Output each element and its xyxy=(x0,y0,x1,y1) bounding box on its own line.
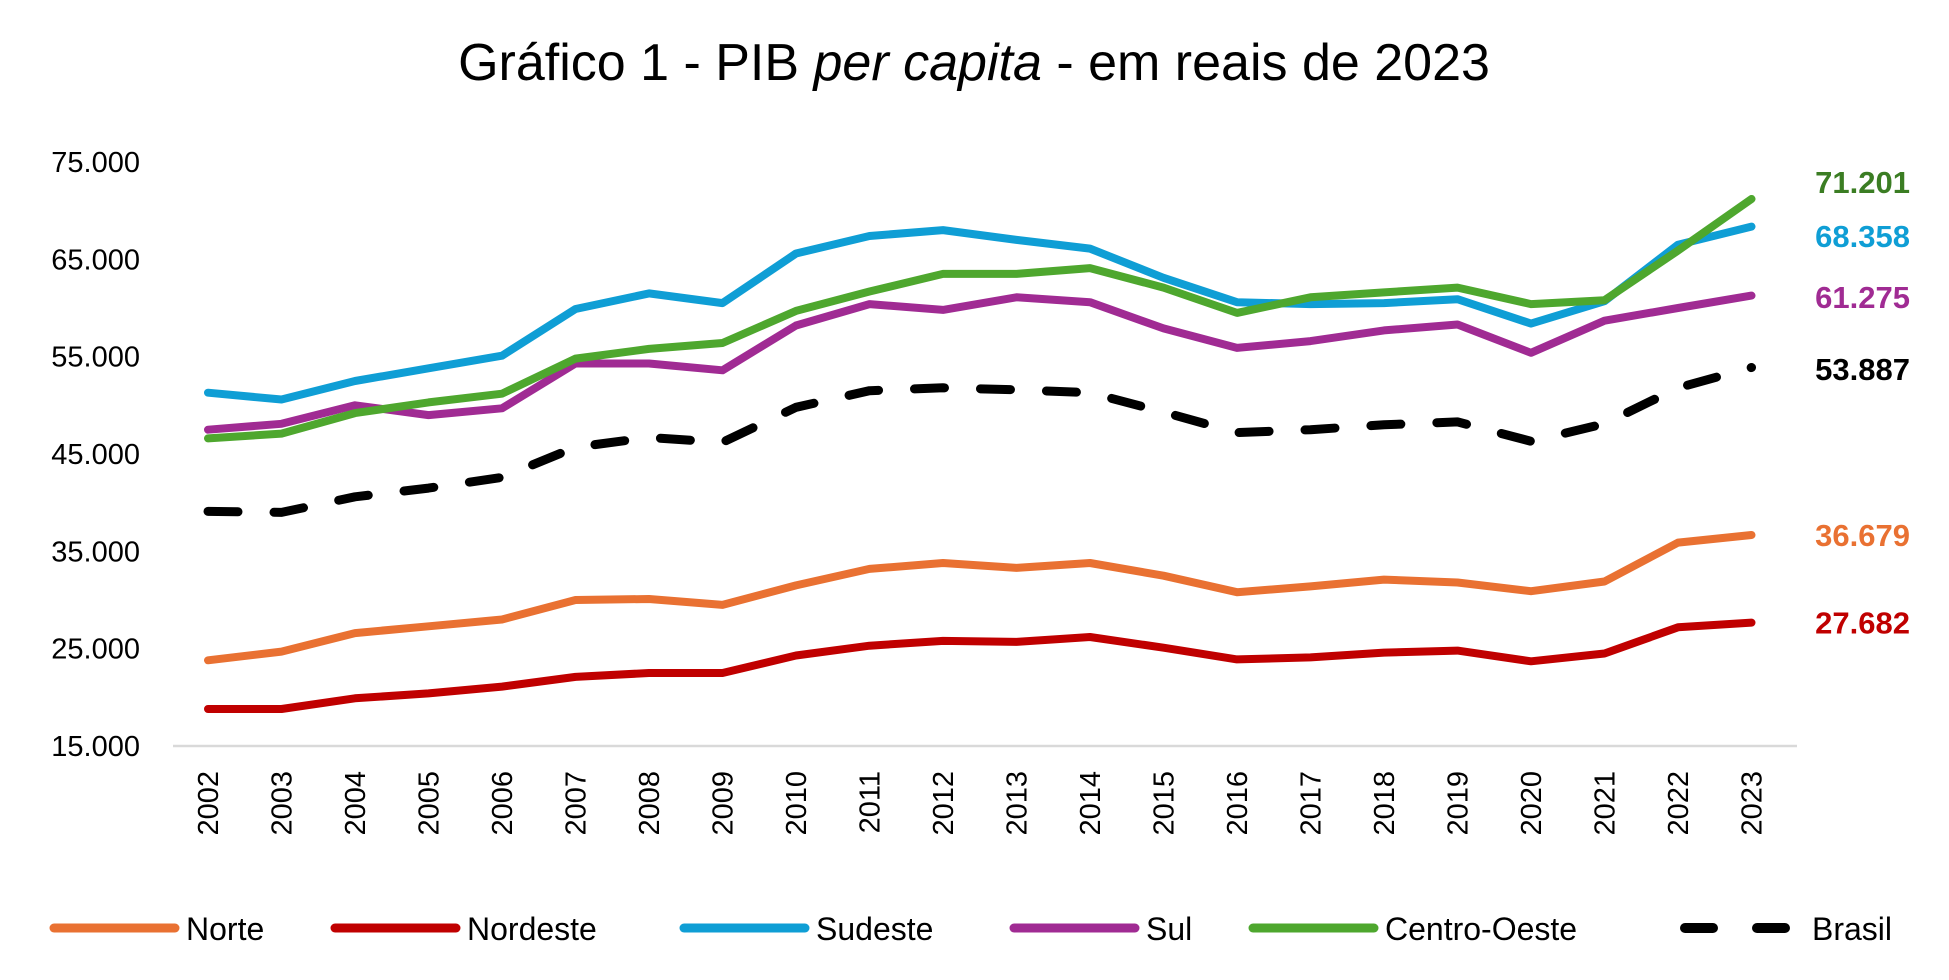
legend-item-centro-oeste[interactable]: Centro-Oeste xyxy=(1248,911,1577,947)
series-line-brasil xyxy=(203,363,1756,517)
legend-label: Nordeste xyxy=(467,911,597,947)
data-label: 68.358 xyxy=(1815,219,1910,254)
x-tick-label: 2023 xyxy=(1737,771,1769,836)
legend-item-nordeste[interactable]: Nordeste xyxy=(330,911,597,947)
chart-title-part: per capita xyxy=(812,34,1042,92)
y-tick-label: 75.000 xyxy=(51,147,140,179)
legend-label: Sul xyxy=(1146,911,1192,947)
x-tick-label: 2014 xyxy=(1075,771,1107,836)
x-tick-label: 2022 xyxy=(1663,771,1695,836)
x-tick-label: 2016 xyxy=(1222,771,1254,836)
x-axis: 2002 2003 2004 2005 2006 2007 2008 2009 2010 2011… xyxy=(193,771,1769,836)
y-tick-label: 55.000 xyxy=(51,342,140,374)
x-tick-label: 2019 xyxy=(1443,771,1475,836)
legend-item-norte[interactable]: Norte xyxy=(49,911,264,947)
y-tick-label: 65.000 xyxy=(51,244,140,276)
x-tick-label: 2008 xyxy=(634,771,666,836)
x-tick-label: 2006 xyxy=(487,771,519,836)
y-axis: 15.000 25.000 35.000 45.000 55.000 65.000 75.0… xyxy=(51,147,140,763)
x-tick-label: 2018 xyxy=(1369,771,1401,836)
x-tick-label: 2005 xyxy=(414,771,446,836)
data-label: 53.887 xyxy=(1815,352,1910,387)
x-tick-label: 2011 xyxy=(855,771,887,833)
x-tick-label: 2009 xyxy=(708,771,740,836)
y-tick-label: 25.000 xyxy=(51,634,140,666)
series-line-sul xyxy=(204,291,1756,434)
x-tick-label: 2010 xyxy=(781,771,813,836)
legend-item-brasil[interactable]: Brasil xyxy=(1680,911,1892,947)
x-tick-label: 2007 xyxy=(561,771,593,836)
legend-label: Brasil xyxy=(1812,911,1892,947)
chart-title-part: Gráfico 1 - PIB xyxy=(458,34,813,92)
x-tick-label: 2012 xyxy=(928,771,960,836)
y-tick-label: 45.000 xyxy=(51,439,140,471)
series-line-nordeste xyxy=(204,618,1756,713)
y-tick-label: 35.000 xyxy=(51,536,140,568)
data-label: 71.201 xyxy=(1815,165,1910,200)
data-label: 27.682 xyxy=(1815,606,1910,641)
x-tick-label: 2002 xyxy=(193,771,225,836)
legend: Norte Nordeste Sudeste Sul Centro-Oeste Brasi… xyxy=(49,911,1892,947)
x-tick-label: 2004 xyxy=(340,771,372,836)
legend-label: Norte xyxy=(186,911,264,947)
data-label: 36.679 xyxy=(1815,518,1910,553)
series-lines xyxy=(203,195,1756,713)
series-line-centro-oeste xyxy=(204,195,1756,443)
series-line-sudeste xyxy=(204,222,1756,404)
legend-item-sudeste[interactable]: Sudeste xyxy=(679,911,933,947)
x-tick-label: 2013 xyxy=(1002,771,1034,836)
x-tick-label: 2020 xyxy=(1516,771,1548,836)
legend-label: Centro-Oeste xyxy=(1385,911,1577,947)
legend-item-sul[interactable]: Sul xyxy=(1009,911,1192,947)
end-labels: 36.679 27.682 68.358 61.275 71.201 53.887 xyxy=(1815,165,1910,641)
series-line-norte xyxy=(204,531,1756,665)
x-tick-label: 2003 xyxy=(267,771,299,836)
x-tick-label: 2017 xyxy=(1296,771,1328,836)
data-label: 61.275 xyxy=(1815,280,1910,315)
chart-title-part: - em reais de 2023 xyxy=(1042,34,1490,92)
x-tick-label: 2015 xyxy=(1149,771,1181,836)
y-tick-label: 15.000 xyxy=(51,731,140,763)
chart-title: Gráfico 1 - PIB per capita - em reais de… xyxy=(458,34,1490,92)
x-tick-label: 2021 xyxy=(1590,771,1622,836)
legend-label: Sudeste xyxy=(816,911,933,947)
